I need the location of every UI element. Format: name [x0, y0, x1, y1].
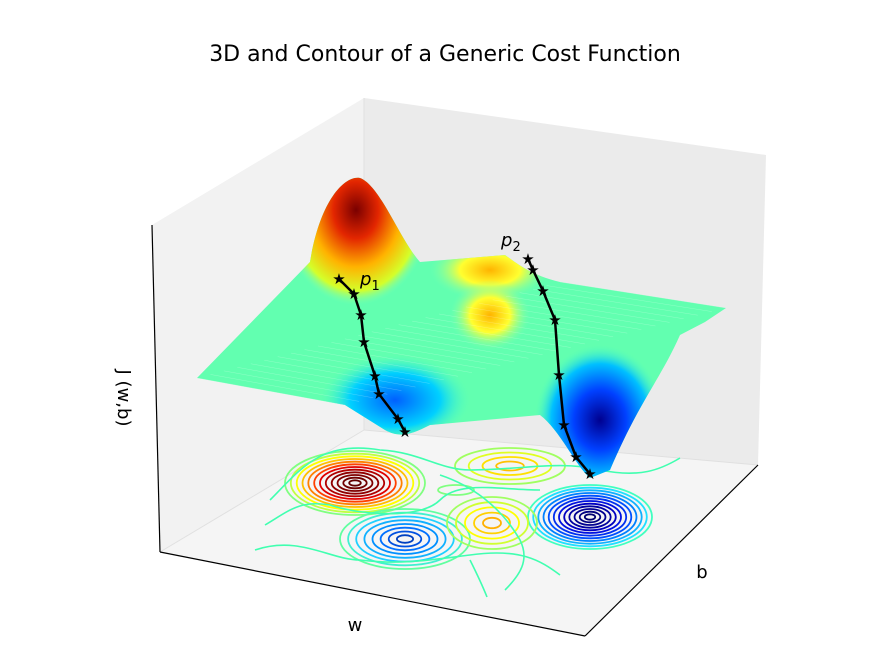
mesh-line [237, 367, 388, 395]
contour-line [455, 501, 529, 545]
mesh-line [344, 338, 501, 366]
contour-line [532, 486, 648, 548]
contour-line [307, 460, 403, 506]
mesh-line [519, 292, 684, 319]
contour-line [495, 460, 525, 472]
mesh-line [479, 303, 642, 330]
contour-line [537, 489, 643, 545]
mesh-line [438, 313, 600, 341]
mesh-line [223, 370, 374, 399]
contour-line [330, 471, 380, 495]
contour-line [363, 519, 447, 559]
contour-line [319, 466, 391, 500]
mesh-line [264, 360, 416, 388]
contour-line [583, 513, 597, 521]
contour-line [324, 468, 386, 498]
contour-line [342, 476, 368, 490]
mesh-line [197, 377, 346, 406]
contour-line [289, 452, 421, 514]
contour-line [301, 458, 409, 508]
mesh-line [465, 306, 628, 334]
mesh-line [371, 331, 529, 359]
descent-path-1 [338, 278, 407, 433]
contour-line [336, 474, 374, 492]
mesh-line [546, 285, 712, 312]
contour-line [527, 484, 653, 550]
contour-line [568, 505, 612, 529]
contour-line [578, 510, 602, 524]
contour-line [464, 506, 520, 540]
contour-line [542, 492, 638, 542]
contour-line [264, 486, 541, 526]
contour-line [573, 508, 607, 526]
pane-edge [159, 429, 365, 553]
contour-line [284, 450, 426, 516]
mesh-line [304, 349, 458, 377]
path-marker-star: ★ [552, 366, 565, 384]
mesh-line [533, 288, 698, 316]
contour-line [469, 559, 488, 598]
mesh-line [277, 356, 430, 384]
contour-plot [254, 447, 681, 598]
x-axis-label: w [348, 615, 363, 636]
mesh-line [291, 352, 444, 381]
path-marker-star: ★ [536, 282, 549, 300]
mesh-line [398, 324, 557, 352]
mesh-line [358, 335, 515, 363]
path-marker-star: ★ [347, 285, 360, 303]
path-marker-star: ★ [354, 306, 367, 324]
contour-line [348, 479, 362, 487]
contour-line [547, 494, 633, 540]
mesh-line [506, 296, 670, 323]
path-marker-star: ★ [357, 333, 370, 351]
mesh-line [385, 328, 543, 355]
path-marker-star: ★ [391, 410, 404, 428]
contour-line [482, 516, 502, 530]
path-2-label: p2 [500, 230, 521, 255]
path-marker-star: ★ [548, 311, 561, 329]
mesh-line [210, 374, 360, 402]
contour-line [437, 484, 475, 496]
mesh-line [317, 345, 473, 373]
descent-paths: ★★★★★★★★★★★★★★★★ [332, 250, 596, 483]
contour-line [473, 511, 511, 535]
descent-path-2 [526, 258, 591, 475]
path-marker-star: ★ [368, 367, 381, 385]
path-marker-star: ★ [526, 261, 539, 279]
contour-line [395, 534, 414, 544]
chart-title: 3D and Contour of a Generic Cost Functio… [209, 42, 681, 67]
y-axis-line [584, 464, 759, 637]
y-axis-label: b [696, 562, 707, 583]
contour-line [387, 530, 423, 548]
path-marker-star: ★ [398, 423, 411, 441]
contour-line [371, 523, 439, 555]
mesh-line [331, 342, 487, 370]
x-axis-line [159, 551, 586, 637]
mesh-line [425, 317, 585, 345]
path-1-label: p1 [359, 269, 380, 294]
path-marker-star: ★ [583, 465, 596, 483]
pane-edge [363, 429, 759, 466]
contour-line [563, 502, 617, 532]
mesh-line [492, 299, 656, 327]
mesh-line [412, 320, 571, 348]
z-axis-label: J (w,b) [113, 369, 134, 427]
contour-line [295, 455, 415, 511]
contour-line [313, 463, 397, 503]
z-axis-line [151, 224, 161, 553]
path-marker-star: ★ [521, 250, 534, 268]
contour-line [552, 497, 628, 537]
path-marker-star: ★ [557, 416, 570, 434]
mesh-line [452, 310, 614, 337]
contour-line [269, 447, 681, 501]
path-marker-star: ★ [372, 385, 385, 403]
contour-line [439, 474, 525, 591]
path-marker-star: ★ [332, 270, 345, 288]
floor-pane [160, 430, 758, 636]
contour-line [446, 496, 538, 550]
contour-line [379, 526, 431, 552]
contour-line [558, 500, 622, 534]
path-marker-star: ★ [569, 448, 582, 466]
